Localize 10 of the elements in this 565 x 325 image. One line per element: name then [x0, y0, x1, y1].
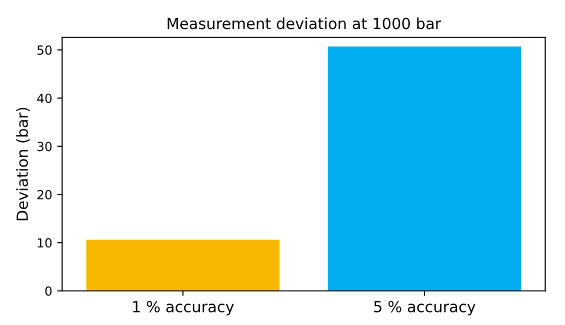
- y-axis-title: Deviation (bar): [16, 108, 30, 220]
- y-tick-label: 50: [37, 45, 52, 55]
- y-tick-label: 0: [45, 286, 52, 296]
- y-tick-label: 30: [37, 142, 52, 152]
- x-tick-label: 1 % accuracy: [133, 300, 234, 316]
- chart-title: Measurement deviation at 1000 bar: [168, 17, 442, 30]
- y-tick-label: 10: [38, 238, 52, 248]
- y-tick-label: 40: [37, 94, 52, 104]
- y-tick-label: 20: [37, 190, 52, 200]
- x-tick-label: 5 % accuracy: [374, 300, 476, 316]
